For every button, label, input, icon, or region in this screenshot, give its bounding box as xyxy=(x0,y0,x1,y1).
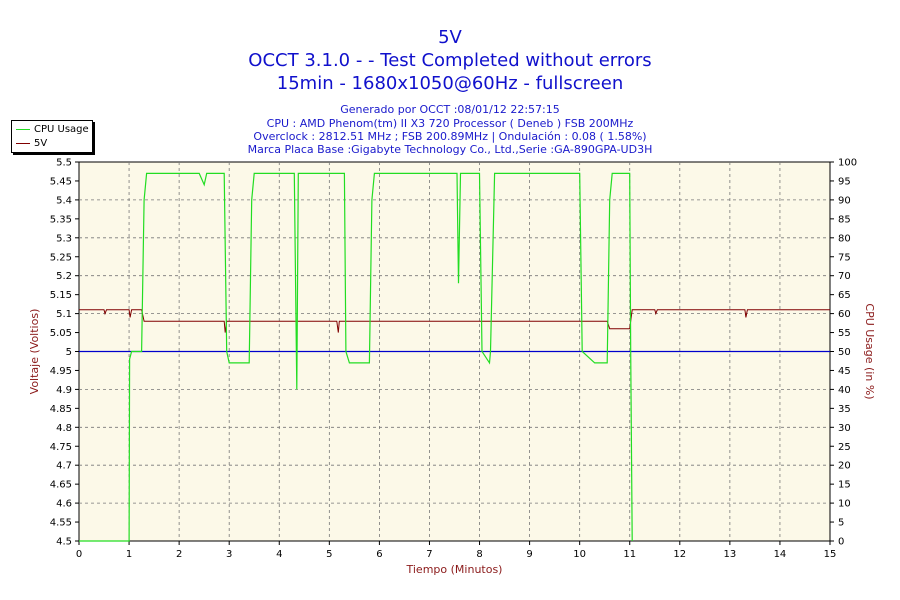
y-left-tick-label: 5.45 xyxy=(50,176,72,187)
y-left-tick-label: 4.65 xyxy=(50,480,72,491)
y-left-tick-label: 4.5 xyxy=(56,537,72,548)
y-right-tick-label: 55 xyxy=(838,328,851,339)
y-left-tick-label: 5 xyxy=(66,347,72,358)
y-right-tick-label: 100 xyxy=(838,158,857,169)
x-tick-label: 2 xyxy=(176,549,182,560)
y-right-tick-label: 45 xyxy=(838,366,851,377)
y-right-tick-label: 5 xyxy=(838,518,844,529)
legend-label-cpu-usage: CPU Usage xyxy=(34,124,89,135)
chart-subtitle-resolution: 15min - 1680x1050@60Hz - fullscreen xyxy=(276,73,624,94)
y-axis-label-left: Voltaje (Voltios) xyxy=(28,309,41,395)
y-left-tick-label: 4.95 xyxy=(50,366,72,377)
y-right-tick-label: 95 xyxy=(838,176,851,187)
y-left-tick-label: 5.35 xyxy=(50,214,72,225)
x-tick-label: 9 xyxy=(526,549,532,560)
legend-label-5v: 5V xyxy=(34,138,48,149)
y-left-tick-label: 4.75 xyxy=(50,442,72,453)
axis-ticks xyxy=(75,161,834,545)
x-tick-label: 6 xyxy=(376,549,382,560)
y-right-tick-label: 90 xyxy=(838,195,851,206)
x-tick-label: 3 xyxy=(226,549,232,560)
y-left-tick-label: 4.9 xyxy=(56,385,72,396)
info-generated: Generado por OCCT :08/01/12 22:57:15 xyxy=(340,103,560,116)
series-line-cpu-usage xyxy=(79,172,633,542)
y-right-tick-label: 30 xyxy=(838,423,851,434)
x-tick-label: 13 xyxy=(723,549,736,560)
legend-item-cpu-usage: CPU Usage xyxy=(16,123,89,136)
y-left-tick-label: 5.1 xyxy=(56,309,72,320)
x-tick-label: 1 xyxy=(126,549,132,560)
y-left-tick-label: 4.85 xyxy=(50,404,72,415)
y-right-tick-label: 60 xyxy=(838,309,851,320)
y-left-tick-label: 5.3 xyxy=(56,233,72,244)
chart-title: 5V xyxy=(438,27,462,48)
y-left-tick-label: 4.8 xyxy=(56,423,72,434)
y-right-tick-label: 40 xyxy=(838,385,851,396)
y-left-tick-label: 5.5 xyxy=(56,158,72,169)
y-right-tick-label: 20 xyxy=(838,461,851,472)
y-axis-label-right: CPU Usage (in %) xyxy=(863,303,876,399)
x-tick-label: 10 xyxy=(573,549,586,560)
legend-item-5v: 5V xyxy=(16,137,47,150)
y-left-tick-label: 5.2 xyxy=(56,271,72,282)
y-left-tick-label: 5.4 xyxy=(56,195,72,206)
x-axis-label: Tiempo (Minutos) xyxy=(406,563,503,576)
axis-tick-labels: 0 1 2 3 4 5 6 7 8 9 10 11 12 13 14 154.54.554.64.654.74… xyxy=(50,158,857,561)
info-overclock: Overclock : 2812.51 MHz ; FSB 200.89MHz … xyxy=(253,130,647,143)
legend-swatch-5v xyxy=(16,142,30,144)
info-motherboard: Marca Placa Base :Gigabyte Technology Co… xyxy=(247,143,653,156)
y-left-tick-label: 5.05 xyxy=(50,328,72,339)
x-tick-label: 7 xyxy=(426,549,432,560)
x-tick-label: 15 xyxy=(824,549,837,560)
y-right-tick-label: 70 xyxy=(838,271,851,282)
y-right-tick-label: 10 xyxy=(838,499,851,510)
x-tick-label: 5 xyxy=(326,549,332,560)
series-line-5v xyxy=(79,309,830,333)
x-tick-label: 12 xyxy=(673,549,686,560)
y-left-tick-label: 4.7 xyxy=(56,461,72,472)
y-right-tick-label: 65 xyxy=(838,290,851,301)
y-right-tick-label: 85 xyxy=(838,214,851,225)
y-right-tick-label: 25 xyxy=(838,442,851,453)
y-right-tick-label: 0 xyxy=(838,537,844,548)
chart-subtitle-test-status: OCCT 3.1.0 - - Test Completed without er… xyxy=(248,50,652,71)
y-left-tick-label: 4.6 xyxy=(56,499,72,510)
y-right-tick-label: 80 xyxy=(838,233,851,244)
x-tick-label: 14 xyxy=(774,549,787,560)
chart-legend: CPU Usage 5V xyxy=(11,120,93,153)
legend-swatch-cpu-usage xyxy=(16,128,30,130)
y-right-tick-label: 35 xyxy=(838,404,851,415)
y-left-tick-label: 5.15 xyxy=(50,290,72,301)
y-left-tick-label: 4.55 xyxy=(50,518,72,529)
y-right-tick-label: 15 xyxy=(838,480,851,491)
x-tick-label: 8 xyxy=(476,549,482,560)
x-tick-label: 0 xyxy=(76,549,82,560)
y-right-tick-label: 50 xyxy=(838,347,851,358)
y-left-tick-label: 5.25 xyxy=(50,252,72,263)
info-cpu: CPU : AMD Phenom(tm) II X3 720 Processor… xyxy=(266,117,634,130)
x-tick-label: 11 xyxy=(623,549,636,560)
x-tick-label: 4 xyxy=(276,549,282,560)
y-right-tick-label: 75 xyxy=(838,252,851,263)
